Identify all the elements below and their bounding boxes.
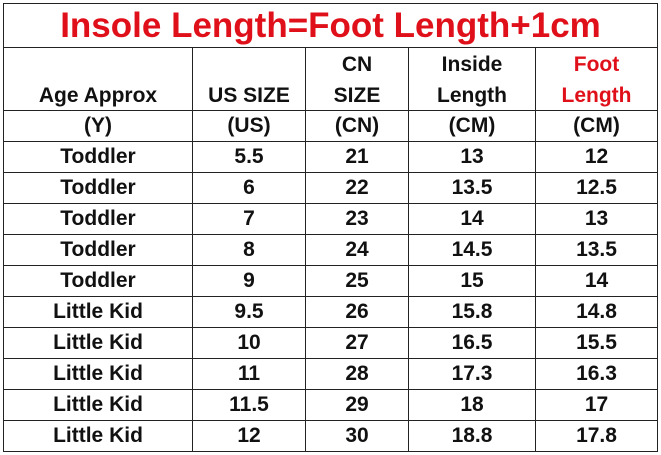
unit-cn-size: (CN): [305, 110, 409, 142]
cell-us-size: 7: [192, 203, 306, 235]
cell-age: Toddler: [3, 234, 193, 266]
cell-age: Little Kid: [3, 296, 193, 328]
cell-cn-size: 23: [305, 203, 409, 235]
cell-cn-size: 22: [305, 172, 409, 204]
cell-foot-length: 13.5: [535, 234, 658, 266]
cell-foot-length: 17: [535, 389, 658, 421]
cell-age: Little Kid: [3, 420, 193, 452]
cell-us-size: 6: [192, 172, 306, 204]
cell-foot-length: 13: [535, 203, 658, 235]
table-row: Little Kid 11 28 17.3 16.3: [3, 358, 658, 390]
header-age: Age Approx: [3, 47, 193, 111]
cell-foot-length: 15.5: [535, 327, 658, 359]
cell-foot-length: 12.5: [535, 172, 658, 204]
header-inside-length: Inside Length: [408, 47, 536, 111]
header-cn-size: CN SIZE: [305, 47, 409, 111]
cell-age: Toddler: [3, 172, 193, 204]
header-line2: Length: [437, 84, 507, 107]
cell-us-size: 9: [192, 265, 306, 297]
cell-us-size: 11.5: [192, 389, 306, 421]
header-foot-length: Foot Length: [535, 47, 658, 111]
cell-foot-length: 14: [535, 265, 658, 297]
cell-age: Little Kid: [3, 358, 193, 390]
cell-inside-length: 18.8: [408, 420, 536, 452]
chart-title: Insole Length=Foot Length+1cm: [3, 3, 658, 48]
table-row: Little Kid 12 30 18.8 17.8: [3, 420, 658, 452]
cell-inside-length: 15.8: [408, 296, 536, 328]
header-line1: Inside: [441, 53, 503, 76]
unit-age: (Y): [3, 110, 193, 142]
unit-inside-length: (CM): [408, 110, 536, 142]
cell-foot-length: 12: [535, 141, 658, 173]
cell-cn-size: 21: [305, 141, 409, 173]
cell-age: Toddler: [3, 203, 193, 235]
header-line2: Age Approx: [38, 84, 158, 107]
cell-age: Little Kid: [3, 327, 193, 359]
table-row: Little Kid 9.5 26 15.8 14.8: [3, 296, 658, 328]
unit-us-size: (US): [192, 110, 306, 142]
table-row: Toddler 5.5 21 13 12: [3, 141, 658, 173]
cell-inside-length: 14: [408, 203, 536, 235]
cell-cn-size: 30: [305, 420, 409, 452]
table-row: Toddler 6 22 13.5 12.5: [3, 172, 658, 204]
header-line1: Foot: [573, 53, 620, 76]
table-row: Little Kid 11.5 29 18 17: [3, 389, 658, 421]
cell-inside-length: 13: [408, 141, 536, 173]
cell-inside-length: 16.5: [408, 327, 536, 359]
cell-foot-length: 17.8: [535, 420, 658, 452]
cell-cn-size: 27: [305, 327, 409, 359]
cell-inside-length: 13.5: [408, 172, 536, 204]
unit-foot-length: (CM): [535, 110, 658, 142]
cell-inside-length: 18: [408, 389, 536, 421]
header-line2: Length: [561, 84, 632, 107]
cell-cn-size: 29: [305, 389, 409, 421]
table-row: Toddler 7 23 14 13: [3, 203, 658, 235]
cell-age: Toddler: [3, 141, 193, 173]
table-row: Little Kid 10 27 16.5 15.5: [3, 327, 658, 359]
cell-cn-size: 25: [305, 265, 409, 297]
cell-cn-size: 26: [305, 296, 409, 328]
cell-age: Little Kid: [3, 389, 193, 421]
cell-cn-size: 24: [305, 234, 409, 266]
size-chart-table: Insole Length=Foot Length+1cm Age Approx…: [3, 3, 658, 452]
cell-inside-length: 17.3: [408, 358, 536, 390]
cell-us-size: 9.5: [192, 296, 306, 328]
cell-foot-length: 16.3: [535, 358, 658, 390]
cell-inside-length: 15: [408, 265, 536, 297]
cell-foot-length: 14.8: [535, 296, 658, 328]
header-line2: SIZE: [333, 84, 381, 107]
cell-us-size: 5.5: [192, 141, 306, 173]
cell-cn-size: 28: [305, 358, 409, 390]
header-us-size: US SIZE: [192, 47, 306, 111]
cell-us-size: 12: [192, 420, 306, 452]
table-row: Toddler 8 24 14.5 13.5: [3, 234, 658, 266]
header-line1: CN: [341, 53, 373, 76]
cell-us-size: 10: [192, 327, 306, 359]
table-row: Toddler 9 25 15 14: [3, 265, 658, 297]
cell-us-size: 11: [192, 358, 306, 390]
header-line2: US SIZE: [208, 84, 290, 107]
cell-inside-length: 14.5: [408, 234, 536, 266]
cell-us-size: 8: [192, 234, 306, 266]
cell-age: Toddler: [3, 265, 193, 297]
